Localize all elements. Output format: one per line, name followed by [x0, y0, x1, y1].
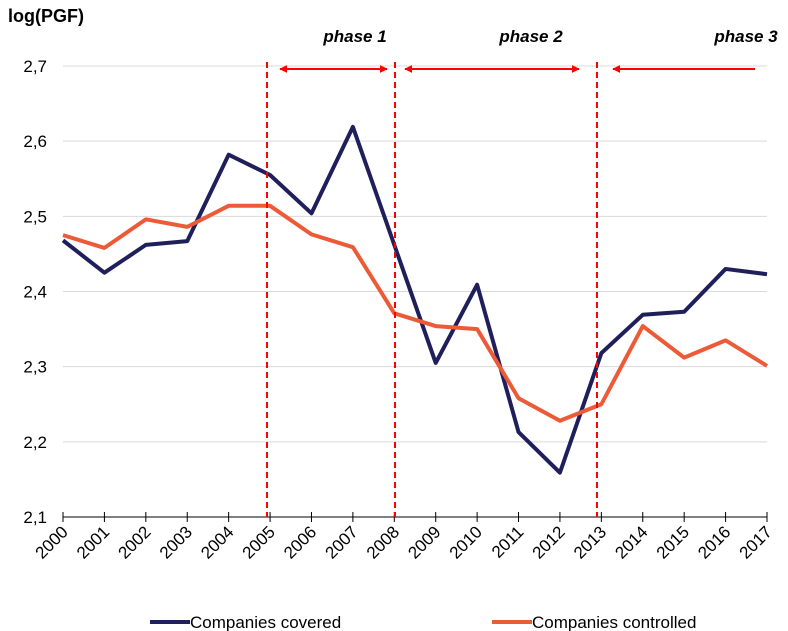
- phase-markers: [266, 62, 755, 517]
- phase-label: phase 3: [713, 27, 778, 46]
- x-tick-label: 2007: [322, 522, 362, 562]
- y-tick-label: 2,3: [23, 358, 47, 377]
- y-tick-label: 2,5: [23, 207, 47, 226]
- y-tick-label: 2,1: [23, 508, 47, 527]
- x-tick-label: 2003: [156, 522, 196, 562]
- x-tick-label: 2002: [114, 522, 154, 562]
- x-tick-label: 2009: [404, 522, 444, 562]
- x-tick-label: 2013: [570, 522, 610, 562]
- legend-label: Companies covered: [190, 613, 341, 631]
- x-tick-label: 2011: [488, 522, 527, 561]
- y-tick-label: 2,4: [23, 283, 47, 302]
- chart-title: log(PGF): [8, 6, 84, 26]
- y-tick-label: 2,7: [23, 57, 47, 76]
- series-line: [61, 124, 768, 475]
- y-tick-label: 2,6: [23, 132, 47, 151]
- x-tick-label: 2004: [197, 522, 237, 562]
- phase-label: phase 1: [322, 27, 386, 46]
- y-tick-label: 2,2: [23, 433, 47, 452]
- x-tick-label: 2010: [446, 522, 486, 562]
- x-tick-label: 2005: [239, 522, 279, 562]
- x-tick-label: 2017: [736, 522, 776, 562]
- series-line: [62, 203, 769, 423]
- x-tick-label: 2015: [653, 522, 693, 562]
- x-tick-label: 2016: [694, 522, 734, 562]
- phase-label: phase 2: [498, 27, 563, 46]
- x-tick-label: 2008: [363, 522, 403, 562]
- x-tick-label: 2001: [73, 522, 113, 562]
- x-tick-label: 2006: [280, 522, 320, 562]
- legend-label: Companies controlled: [532, 613, 696, 631]
- x-tick-label: 2014: [611, 522, 651, 562]
- x-tick-label: 2000: [32, 522, 72, 562]
- x-tick-label: 2012: [529, 522, 569, 562]
